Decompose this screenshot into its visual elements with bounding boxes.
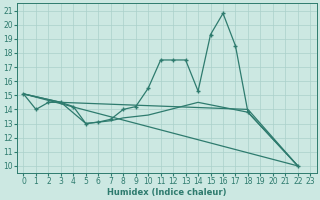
X-axis label: Humidex (Indice chaleur): Humidex (Indice chaleur) — [107, 188, 227, 197]
